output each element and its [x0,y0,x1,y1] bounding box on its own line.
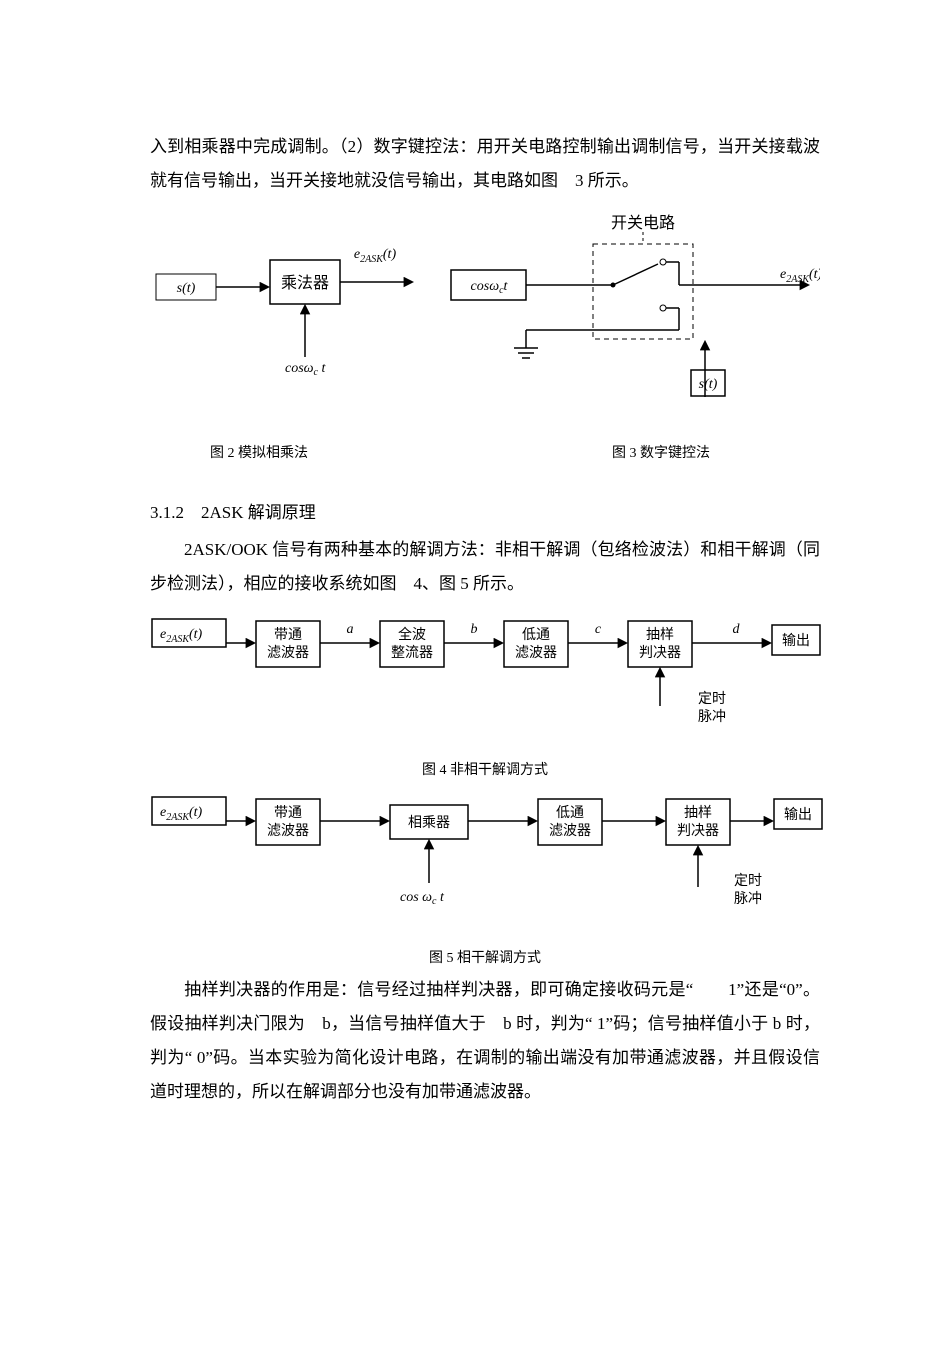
fig5-b1-l1: 带通 [274,805,302,821]
paragraph-2: 2ASK/OOK 信号有两种基本的解调方法：非相干解调（包络检波法）和相干解调（… [150,533,820,601]
figure-3: cosωct [445,212,820,412]
fig3-input-label: s(t) [699,377,718,392]
paragraph-1: 入到相乘器中完成调制。（2）数字键控法：用开关电路控制输出调制信号，当开关接载波… [150,130,820,198]
fig4-b2-l2: 整流器 [391,645,433,661]
section-heading: 3.1.2 2ASK 解调原理 [150,498,820,523]
fig4-a: a [347,622,354,637]
fig4-b: b [471,622,478,637]
fig4-b3-l2: 滤波器 [515,645,557,661]
fig4-b4-l2: 判决器 [639,645,681,661]
fig4-c: c [595,622,602,637]
caption-row-1: 图 2 模拟相乘法 图 3 数字键控法 [150,442,820,462]
caption-fig5: 图 5 相干解调方式 [150,947,820,967]
fig4-b2-l1: 全波 [398,626,426,643]
fig5-carrier: cos ωc t [400,890,445,907]
figure-row-1: s(t) 乘法器 e2ASK(t) cosωc t [150,212,820,412]
fig4-clk-l2: 脉冲 [698,709,726,725]
caption-fig2: 图 2 模拟相乘法 [210,442,308,462]
fig2-carrier-label: cosωc t [285,361,327,378]
fig3-switch-label: 开关电路 [611,214,675,232]
fig5-clk-l1: 定时 [734,873,762,889]
fig5-input-label: e2ASK(t) [160,805,203,823]
fig4-output: 输出 [782,633,810,649]
fig3-carrier-label: cosωct [471,279,509,296]
fig2-multiplier-label: 乘法器 [281,274,329,292]
fig4-input-label: e2ASK(t) [160,627,203,645]
fig2-input-label: s(t) [177,281,196,296]
caption-fig4: 图 4 非相干解调方式 [150,759,820,779]
figure-4: e2ASK(t) 带通 滤波器 a 全波 整流器 b 低通 滤波器 c [150,611,820,751]
fig5-b3-l2: 滤波器 [549,823,591,839]
figure-2: s(t) 乘法器 e2ASK(t) cosωc t [150,212,425,412]
page: 入到相乘器中完成调制。（2）数字键控法：用开关电路控制输出调制信号，当开关接载波… [0,0,950,1345]
fig5-clk-l2: 脉冲 [734,891,762,907]
figure-5: e2ASK(t) 带通 滤波器 相乘器 cos ωc t 低通 滤波器 抽样 [150,789,820,939]
fig4-b1-l1: 带通 [274,627,302,643]
fig5-b3-l1: 低通 [556,805,584,821]
fig5-b4-l1: 抽样 [684,805,712,821]
fig4-b3-l1: 低通 [522,627,550,643]
fig4-b1-l2: 滤波器 [267,645,309,661]
fig5-b1-l2: 滤波器 [267,823,309,839]
fig2-output-label: e2ASK(t) [354,247,397,265]
fig3-output-label: e2ASK(t) [780,267,820,285]
caption-fig3: 图 3 数字键控法 [612,442,710,462]
paragraph-3: 抽样判决器的作用是：信号经过抽样判决器，即可确定接收码元是“ 1”还是“0”。假… [150,973,820,1109]
fig4-d: d [733,622,741,637]
fig5-b2: 相乘器 [408,815,450,831]
fig5-output: 输出 [784,807,812,823]
fig5-b4-l2: 判决器 [677,823,719,839]
fig4-clk-l1: 定时 [698,691,726,707]
fig4-b4-l1: 抽样 [646,627,674,643]
